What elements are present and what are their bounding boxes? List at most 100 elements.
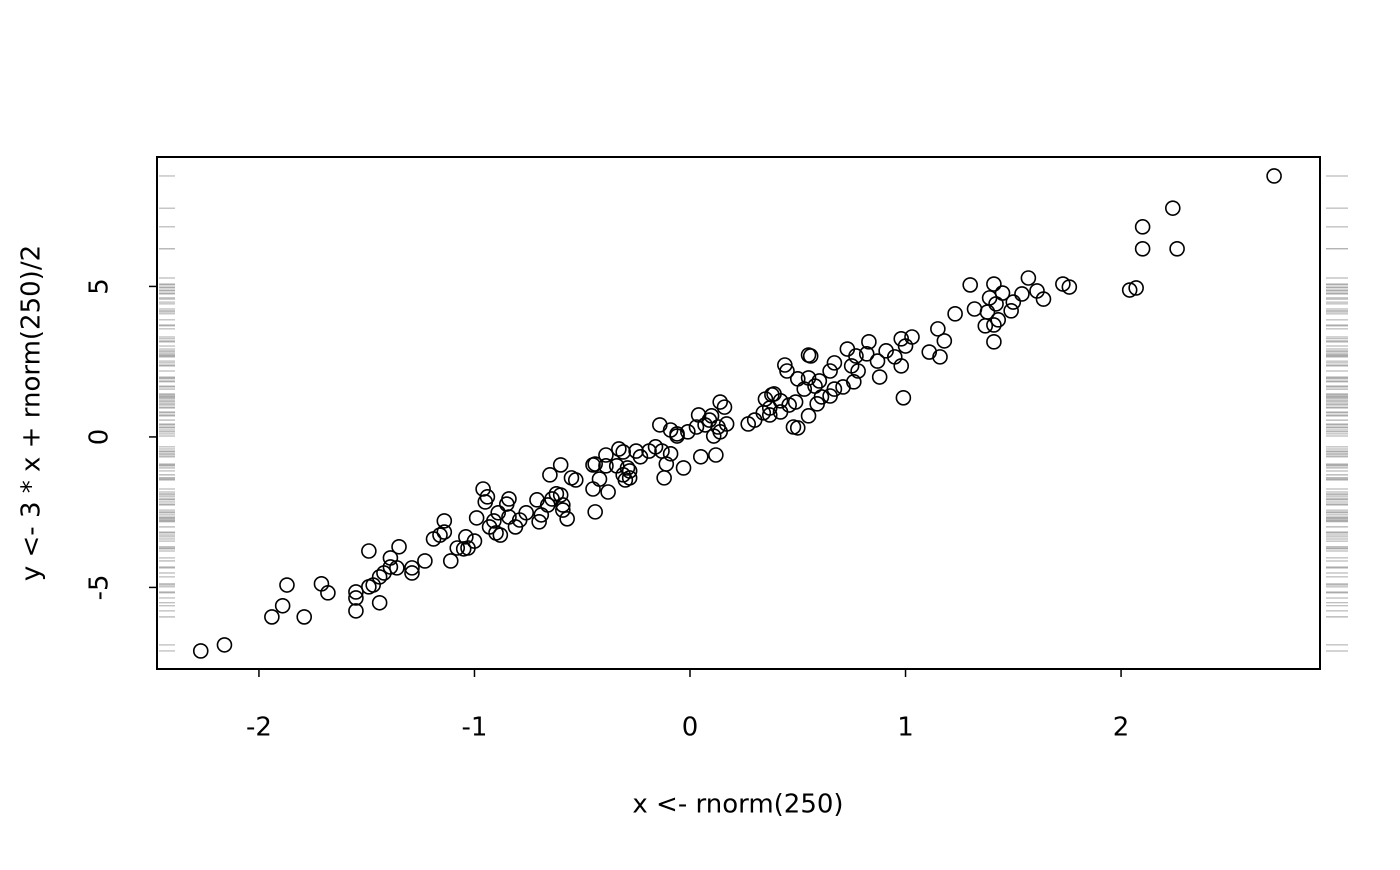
point xyxy=(936,333,953,349)
point xyxy=(1134,241,1151,257)
point xyxy=(835,379,851,395)
point xyxy=(779,363,795,379)
point xyxy=(772,393,789,409)
point xyxy=(652,417,668,433)
point xyxy=(458,529,474,545)
point xyxy=(542,467,558,483)
point xyxy=(1266,168,1282,184)
point xyxy=(585,481,601,497)
point xyxy=(1134,219,1151,235)
point xyxy=(382,550,399,566)
point xyxy=(822,388,838,404)
x-axis-label: x <- rnorm(250) xyxy=(632,790,843,820)
point xyxy=(688,419,705,435)
point xyxy=(1020,270,1037,286)
point xyxy=(772,404,789,420)
point xyxy=(1005,294,1022,310)
point xyxy=(436,513,453,529)
point xyxy=(455,541,472,557)
point xyxy=(789,371,806,387)
point xyxy=(740,416,756,432)
point xyxy=(587,456,603,472)
point xyxy=(501,509,517,525)
point xyxy=(216,637,233,653)
point xyxy=(962,277,978,293)
point xyxy=(680,424,696,440)
point xyxy=(361,579,377,595)
point xyxy=(1128,280,1144,296)
point xyxy=(712,394,728,410)
point xyxy=(708,447,724,463)
point xyxy=(822,363,838,379)
point xyxy=(897,338,914,354)
point xyxy=(656,470,672,486)
point xyxy=(921,344,938,360)
point xyxy=(690,407,707,423)
point xyxy=(966,301,983,317)
point xyxy=(468,510,485,526)
point xyxy=(990,312,1007,328)
point xyxy=(871,369,888,385)
point xyxy=(600,484,616,500)
x-tick-label: -1 xyxy=(462,713,488,743)
point xyxy=(348,590,364,606)
point xyxy=(986,334,1002,350)
point xyxy=(848,348,864,364)
point xyxy=(789,420,806,436)
point xyxy=(705,428,722,444)
point xyxy=(279,577,295,593)
y-tick-label: 0 xyxy=(85,429,115,446)
point xyxy=(475,481,491,497)
point xyxy=(598,458,614,474)
point xyxy=(488,525,504,541)
point xyxy=(404,560,420,576)
point xyxy=(1169,241,1185,257)
point xyxy=(404,565,420,581)
point xyxy=(994,285,1011,301)
point xyxy=(348,603,364,619)
point xyxy=(716,399,733,415)
point xyxy=(555,502,571,518)
plot-box xyxy=(156,156,1321,670)
point xyxy=(425,531,442,547)
point xyxy=(988,296,1004,312)
point xyxy=(391,538,407,555)
point xyxy=(192,643,209,659)
point xyxy=(621,470,638,486)
point xyxy=(591,471,608,487)
point xyxy=(313,576,330,592)
point xyxy=(800,347,817,363)
point xyxy=(608,458,625,474)
point xyxy=(675,460,692,476)
point xyxy=(787,394,804,410)
point xyxy=(809,396,825,412)
x-tick-label: 1 xyxy=(897,713,914,743)
point xyxy=(1014,286,1030,302)
point xyxy=(850,363,866,379)
point xyxy=(567,472,584,488)
point xyxy=(662,445,679,462)
y-axis-label: y <- 3 * x + rnorm(250)/2 xyxy=(17,245,47,581)
point xyxy=(587,504,603,520)
point xyxy=(611,441,627,457)
point xyxy=(886,349,903,365)
point xyxy=(490,504,506,521)
point xyxy=(348,584,364,600)
point xyxy=(1121,282,1138,298)
point xyxy=(533,507,550,523)
point xyxy=(621,463,638,479)
point xyxy=(531,514,547,530)
x-tick-label: -2 xyxy=(246,713,272,743)
point xyxy=(274,597,291,614)
point xyxy=(930,321,946,337)
point xyxy=(869,353,886,369)
point xyxy=(371,594,388,611)
point xyxy=(986,317,1002,333)
point xyxy=(264,609,280,625)
point xyxy=(555,497,571,513)
point xyxy=(628,443,644,459)
point xyxy=(800,408,817,424)
point xyxy=(811,373,828,389)
point xyxy=(861,334,877,350)
